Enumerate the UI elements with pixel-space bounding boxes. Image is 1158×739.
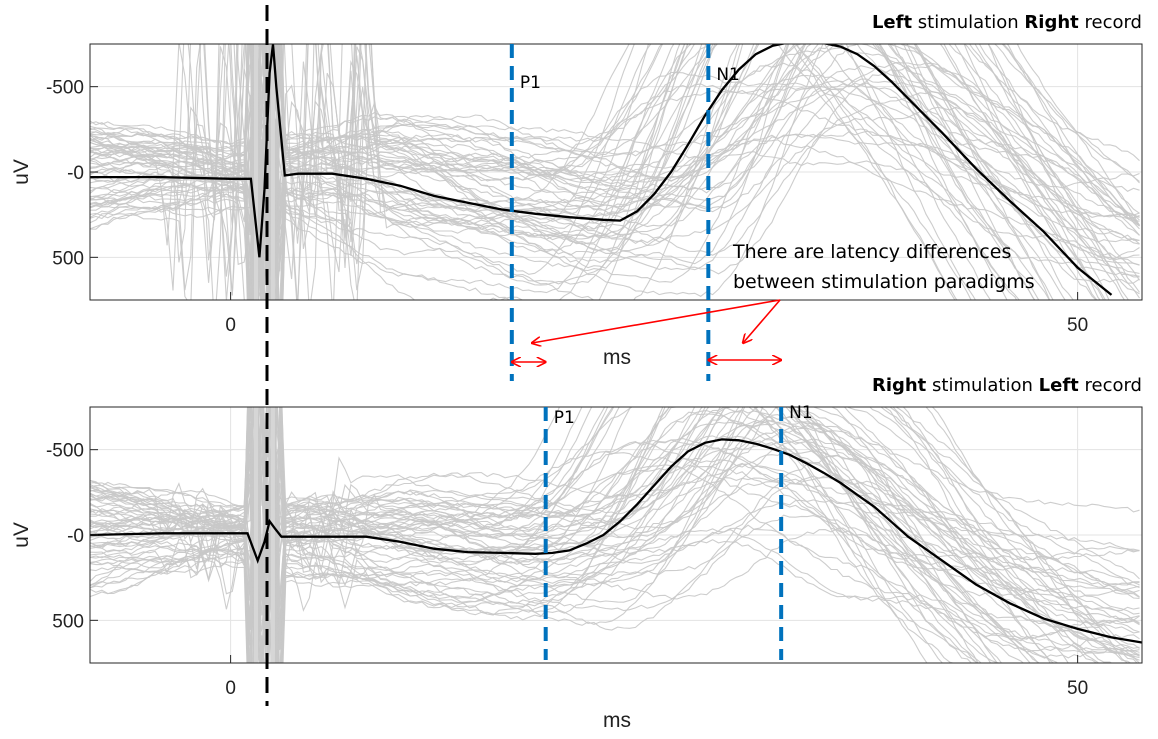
trial-trace xyxy=(90,407,1140,663)
y-tick-label: -500 xyxy=(46,441,84,462)
y-axis-label: uV xyxy=(10,159,33,185)
trial-trace xyxy=(90,407,1140,612)
trial-trace xyxy=(90,407,1140,663)
x-tick-label: 50 xyxy=(1067,678,1088,699)
trial-trace xyxy=(90,407,980,663)
annotation-pointer-n1 xyxy=(743,299,781,343)
single-trials xyxy=(90,407,1140,663)
annotation-line-2: between stimulation paradigms xyxy=(733,271,1035,293)
chart-panel-bottom: Right stimulation Left record 0 50 -500 -0… xyxy=(10,375,1143,732)
marker-label-n1: N1 xyxy=(716,65,740,85)
trial-trace xyxy=(90,44,1008,300)
stimulus-artifact xyxy=(254,44,275,300)
panel-title: Right stimulation Left record xyxy=(872,375,1142,396)
marker-label-p1: P1 xyxy=(554,408,575,428)
x-tick-labels: 0 50 xyxy=(225,655,1088,699)
trial-trace xyxy=(90,44,1054,300)
y-tick-label: 500 xyxy=(52,248,84,269)
x-tick-labels: 0 50 xyxy=(225,292,1088,336)
average-waveform xyxy=(90,44,1113,296)
y-tick-labels: -500 -0 500 xyxy=(46,78,98,269)
x-axis-label: ms xyxy=(603,709,631,732)
annotation-pointer-p1 xyxy=(532,299,781,343)
x-tick-label: 0 xyxy=(225,678,236,699)
trial-trace xyxy=(90,44,1140,300)
trial-trace xyxy=(90,407,928,663)
x-tick-label: 50 xyxy=(1067,315,1088,336)
trial-trace xyxy=(90,44,1140,288)
trial-trace xyxy=(90,413,944,663)
y-tick-label: -0 xyxy=(67,526,84,547)
y-tick-labels: -500 -0 500 xyxy=(46,441,98,632)
chart-panel-top: Left stimulation Right record 0 50 -500 -0… xyxy=(10,12,1143,369)
x-tick-label: 0 xyxy=(225,315,236,336)
trial-trace xyxy=(90,44,1051,300)
trial-trace xyxy=(90,407,1140,663)
marker-label-n1: N1 xyxy=(789,403,813,423)
trial-trace xyxy=(90,407,982,663)
trial-trace xyxy=(90,44,1018,300)
stimulus-artifact xyxy=(254,407,275,663)
trial-trace xyxy=(90,407,1140,656)
y-tick-label: -500 xyxy=(46,78,84,99)
trial-trace xyxy=(90,44,1140,293)
trial-trace xyxy=(90,44,1040,300)
y-tick-label: -0 xyxy=(67,163,84,184)
trial-trace xyxy=(90,44,1140,219)
annotation-line-1: There are latency differences xyxy=(732,241,1011,263)
x-axis-label: ms xyxy=(603,346,631,369)
trial-trace xyxy=(90,407,1140,663)
marker-label-p1: P1 xyxy=(520,73,541,93)
trial-trace xyxy=(90,407,1031,663)
trial-trace xyxy=(90,44,1140,300)
trial-trace xyxy=(90,44,1140,300)
y-axis-label: uV xyxy=(10,522,33,548)
trial-trace xyxy=(90,44,1140,300)
trial-trace xyxy=(90,90,1140,300)
trial-trace xyxy=(90,44,972,300)
trial-trace xyxy=(90,44,1140,300)
average-waveform xyxy=(90,438,1142,644)
trial-trace xyxy=(90,44,1140,295)
latency-annotation: There are latency differences between st… xyxy=(512,241,1035,362)
panel-title: Left stimulation Right record xyxy=(872,12,1142,33)
trial-trace xyxy=(90,44,1097,300)
latency-markers: P1 N1 P1 N1 xyxy=(509,44,813,660)
trial-trace xyxy=(90,44,992,300)
y-tick-label: 500 xyxy=(52,611,84,632)
trial-trace xyxy=(90,44,1098,300)
trial-trace xyxy=(90,44,1066,300)
overlay: P1 N1 P1 N1 There are latency differences b… xyxy=(265,5,1035,706)
trial-trace xyxy=(90,407,1140,663)
